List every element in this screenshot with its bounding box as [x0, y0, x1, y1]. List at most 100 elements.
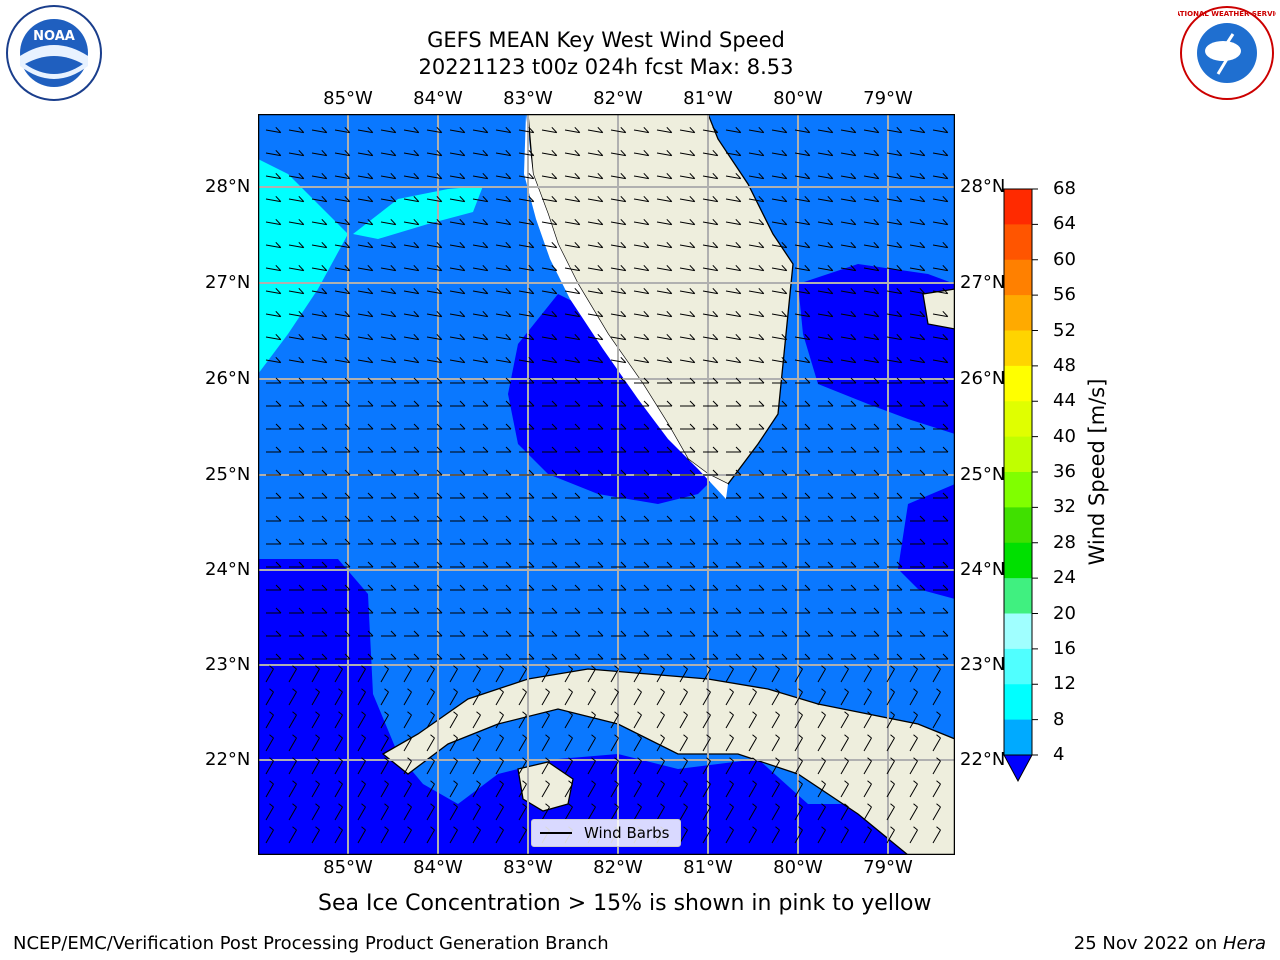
colorbar-tick-label: 36	[1053, 461, 1076, 482]
wind-barb	[656, 310, 673, 318]
wind-barb	[311, 688, 320, 706]
wind-barb	[863, 218, 880, 226]
wind-barb	[886, 126, 903, 134]
wind-barb	[864, 630, 880, 637]
wind-barb	[633, 780, 642, 798]
wind-barb	[427, 446, 443, 453]
wind-barb	[403, 803, 412, 821]
wind-barb	[863, 149, 880, 157]
wind-barb	[840, 780, 849, 798]
wind-barb	[288, 195, 305, 203]
wind-barb	[311, 264, 328, 272]
wind-barb	[334, 310, 351, 318]
wind-barb	[679, 688, 688, 706]
wind-barb	[449, 665, 458, 683]
colorbar-tick-label: 40	[1053, 425, 1076, 447]
wind-barb	[725, 826, 734, 844]
wind-barb	[933, 538, 949, 545]
wind-barb	[542, 538, 558, 545]
wind-barb	[496, 492, 512, 499]
wind-barb	[840, 218, 857, 226]
wind-barb	[794, 803, 803, 821]
wind-barb	[772, 538, 788, 545]
colorbar-tick-label: 68	[1053, 178, 1076, 199]
wind-barb	[611, 400, 627, 407]
wind-barb	[472, 195, 489, 203]
wind-barb	[288, 218, 305, 226]
wind-barb	[542, 584, 558, 591]
wind-barb	[611, 561, 627, 568]
wind-barb	[794, 264, 811, 272]
wind-barb	[818, 469, 834, 476]
wind-barb	[588, 561, 604, 568]
wind-barb	[680, 538, 696, 545]
wind-barb	[610, 803, 619, 821]
wind-barb	[703, 400, 719, 407]
lon-label: 83°W	[503, 857, 553, 878]
colorbar-tick-label: 28	[1053, 531, 1076, 553]
wind-barb	[335, 607, 351, 614]
wind-barb	[794, 333, 811, 341]
wind-barb	[725, 172, 742, 180]
wind-barb	[381, 423, 397, 430]
wind-barb	[427, 584, 443, 591]
wind-barb	[311, 287, 328, 295]
wind-barb	[288, 172, 305, 180]
wind-barb	[587, 241, 604, 249]
wind-barb	[288, 310, 305, 318]
wind-barb	[565, 584, 581, 591]
colorbar-segment	[1004, 578, 1032, 614]
wind-barb	[472, 356, 489, 364]
wind-barb	[312, 515, 328, 522]
wind-barb	[495, 287, 512, 295]
wind-barb	[748, 218, 765, 226]
wind-barbs	[265, 126, 949, 844]
wind-barb	[611, 515, 627, 522]
wind-barb	[518, 264, 535, 272]
wind-barb	[657, 607, 673, 614]
wind-barb	[817, 665, 826, 683]
wind-barb	[380, 757, 389, 775]
wind-barb	[426, 172, 443, 180]
wind-barb	[564, 711, 573, 729]
wind-barb	[610, 665, 619, 683]
wind-barb	[449, 688, 458, 706]
wind-barb	[289, 630, 305, 637]
wind-barb	[265, 665, 274, 683]
wind-barb	[610, 711, 619, 729]
wind-barb	[703, 561, 719, 568]
wind-barb	[587, 803, 596, 821]
colorbar-tick-label: 4	[1053, 744, 1065, 765]
wind-barb	[289, 584, 305, 591]
wind-barb	[472, 688, 481, 706]
wind-barb	[473, 607, 489, 614]
wind-barb	[749, 446, 765, 453]
wind-barb	[266, 653, 282, 660]
wind-barb	[680, 515, 696, 522]
wind-barb	[702, 826, 711, 844]
wind-barb	[288, 126, 305, 134]
wind-barb	[426, 241, 443, 249]
wind-barb	[426, 356, 443, 364]
wind-barb	[519, 607, 535, 614]
wind-barb	[404, 469, 420, 476]
lon-label: 79°W	[863, 857, 913, 878]
wind-barb	[564, 803, 573, 821]
wind-barb	[426, 264, 443, 272]
wind-barb	[679, 264, 696, 272]
wind-barb	[726, 377, 742, 384]
wind-barb	[335, 515, 351, 522]
wind-barb	[657, 515, 673, 522]
wind-barb	[656, 195, 673, 203]
wind-barb	[289, 515, 305, 522]
wind-barb	[910, 561, 926, 568]
wind-barb	[933, 653, 949, 660]
wind-barb	[726, 607, 742, 614]
wind-barb	[886, 688, 895, 706]
wind-barb	[358, 446, 374, 453]
wind-barb	[932, 126, 949, 134]
wind-barb	[886, 665, 895, 683]
lat-label: 27°N	[960, 272, 1006, 293]
wind-barb	[841, 400, 857, 407]
wind-barb	[910, 469, 926, 476]
